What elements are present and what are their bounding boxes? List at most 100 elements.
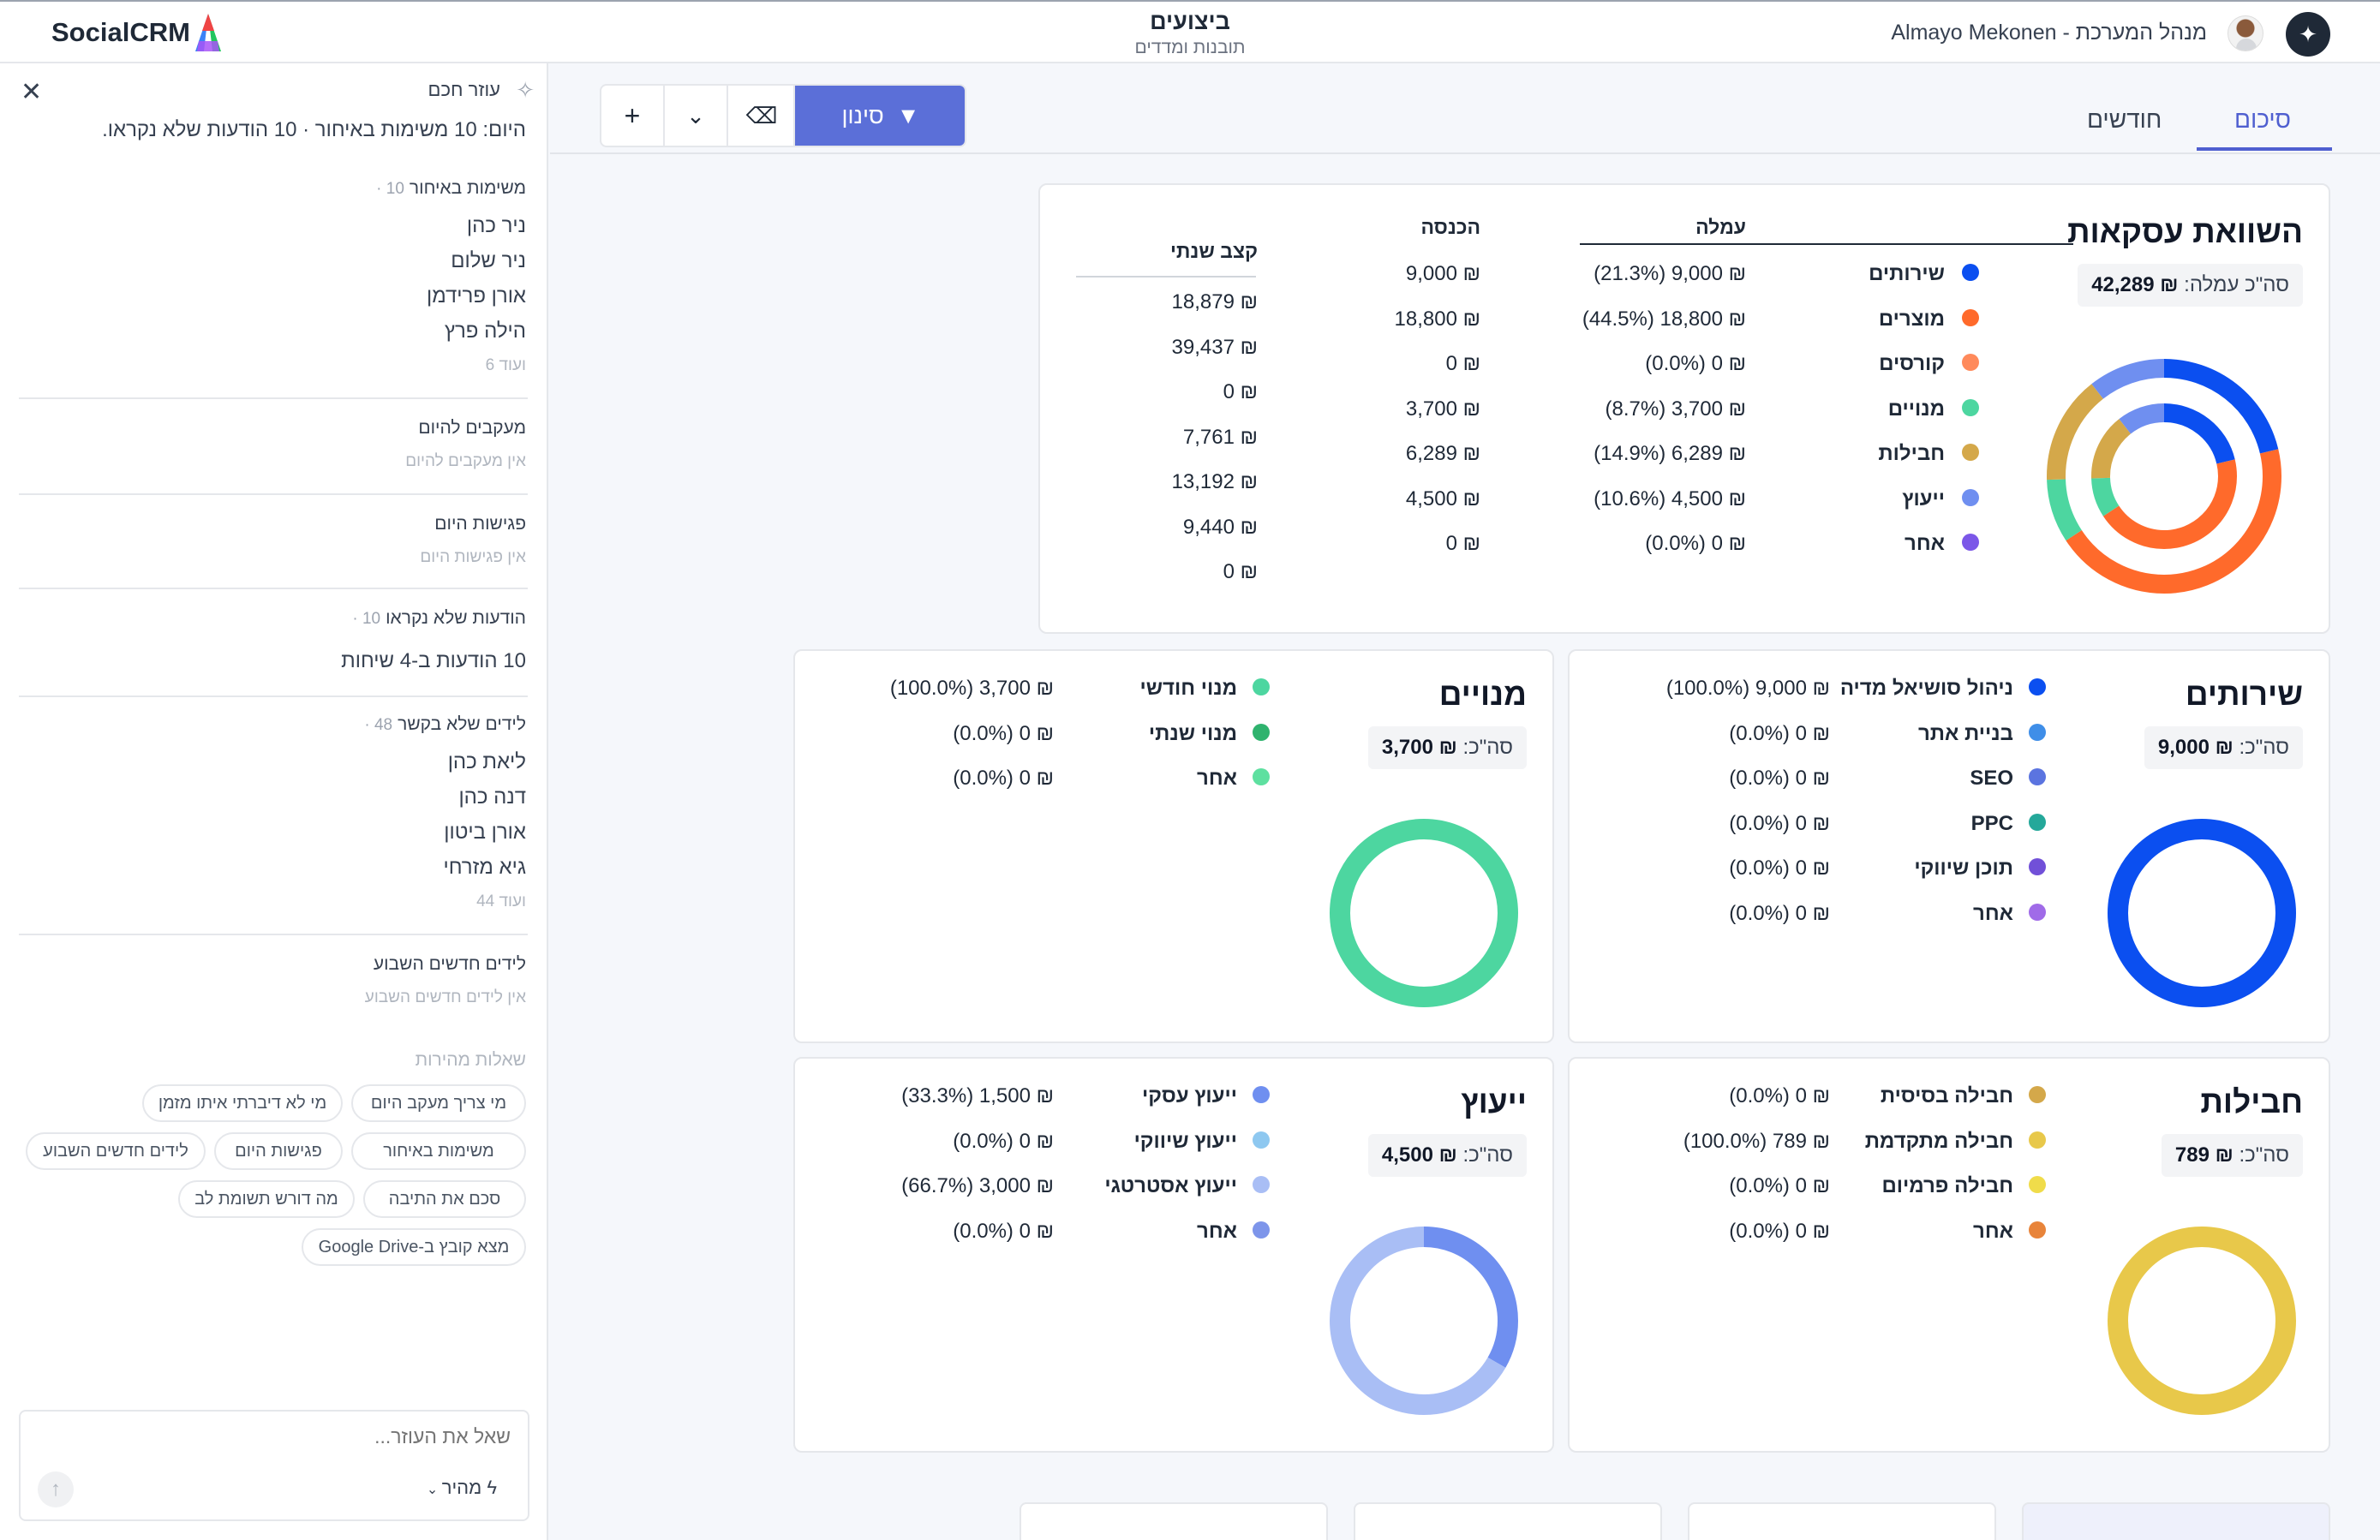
- column-header: עמלה: [1695, 216, 1746, 238]
- divider: [19, 934, 528, 935]
- legend-dot: [2029, 678, 2046, 695]
- category-value: ₪ 3,000 (66.7%): [901, 1174, 1054, 1198]
- quick-question-chip[interactable]: מי צריך מעקב היום: [351, 1084, 526, 1122]
- send-button[interactable]: ↑: [38, 1471, 74, 1507]
- category-label: אחר: [1904, 532, 1945, 555]
- quick-question-chip[interactable]: סכם את התיבה: [363, 1180, 526, 1218]
- tab-summary[interactable]: סיכום: [2234, 106, 2292, 133]
- avatar[interactable]: [2228, 15, 2263, 51]
- category-label: ייעוץ אסטרטגי: [1104, 1174, 1237, 1197]
- mode-selector[interactable]: ϟ מהיר ⌄: [427, 1477, 497, 1499]
- donut-segment: [2108, 1227, 2296, 1415]
- revenue-value: ₪ 4,500: [1405, 486, 1480, 510]
- commission-amount: ₪ 18,800: [1659, 307, 1746, 331]
- header-rule: [1076, 276, 1256, 278]
- unread-count: 10 ·: [352, 610, 381, 628]
- category-percent: (33.3%): [901, 1084, 974, 1107]
- quick-question-chip[interactable]: פגישות היום: [214, 1132, 343, 1170]
- followups-label: מעקבים להיום: [418, 418, 526, 438]
- uncontacted-more[interactable]: ועוד 44: [476, 892, 526, 910]
- late-task-item[interactable]: ניר כהן: [466, 214, 526, 237]
- uncontacted-item[interactable]: גיא מזרחי: [443, 856, 526, 879]
- meetings-label: פגישות היום: [434, 514, 526, 534]
- user-name[interactable]: Almayo Mekonen - מנהל המערכת: [1891, 21, 2207, 45]
- category-value: ₪ 0 (0.0%): [953, 722, 1054, 746]
- meetings-empty: אין פגישות היום: [420, 548, 526, 566]
- uncontacted-item[interactable]: דנה כהן: [458, 785, 526, 809]
- category-percent: (0.0%): [953, 1219, 1014, 1243]
- inner-ring-segment: [2091, 403, 2237, 549]
- commission-amount: ₪ 6,289: [1671, 442, 1746, 465]
- category-label: אחר: [1972, 1219, 2013, 1243]
- legend-dot: [1253, 723, 1270, 741]
- uncontacted-item[interactable]: ליאת כהן: [447, 750, 526, 773]
- total-value: ₪ 789: [2174, 1143, 2233, 1167]
- category-label: שירותים: [1869, 262, 1945, 285]
- total-badge: סה"כ: ₪ 3,700: [1367, 726, 1527, 769]
- filter-button[interactable]: סינון ▼: [795, 86, 965, 146]
- category-label: ייעוץ עסקי: [1142, 1084, 1237, 1107]
- commission-value: ₪ 0 (0.0%): [1645, 532, 1746, 556]
- category-label: מוצרים: [1878, 307, 1945, 331]
- divider: [19, 695, 528, 697]
- late-task-item[interactable]: אורן פרידמן: [426, 284, 526, 307]
- summary-card: [1688, 1502, 1996, 1540]
- commission-value: ₪ 3,700 (8.7%): [1606, 397, 1746, 421]
- late-task-item[interactable]: ניר שלום: [451, 249, 526, 272]
- legend-dot: [1962, 444, 1979, 461]
- late-task-item[interactable]: הילה פרץ: [444, 319, 526, 343]
- tabs-divider: [550, 152, 2380, 154]
- legend-dot: [1253, 1086, 1270, 1103]
- category-percent: (0.0%): [1729, 721, 1790, 745]
- sparkle-icon: ✧: [516, 77, 535, 103]
- uncontacted-header[interactable]: לידים שלא בקשר 48 ·: [364, 714, 526, 735]
- ai-sparkle-icon[interactable]: ✦: [2286, 12, 2330, 57]
- legend-dot: [1253, 768, 1270, 785]
- outer-ring-segment: [2047, 359, 2281, 594]
- commission-percent: (8.7%): [1605, 397, 1666, 421]
- uncontacted-item[interactable]: אורן ביטון: [444, 821, 526, 844]
- new-leads-empty: אין לידים חדשים השבוע: [364, 988, 526, 1006]
- close-icon[interactable]: ✕: [21, 78, 43, 106]
- category-amount: ₪ 0: [1795, 857, 1830, 880]
- category-label: חבילות: [1878, 442, 1945, 465]
- category-value: ₪ 0 (0.0%): [953, 767, 1054, 791]
- late-tasks-more[interactable]: ועוד 6: [485, 356, 526, 374]
- unread-header[interactable]: הודעות שלא נקראו 10 ·: [352, 608, 526, 629]
- card-title: מנויים: [1438, 677, 1527, 712]
- quick-question-chip[interactable]: מצא קובץ ב-Google Drive: [302, 1228, 526, 1266]
- eraser-icon[interactable]: ⌫: [730, 86, 795, 146]
- add-button[interactable]: +: [601, 86, 665, 146]
- quick-question-chip[interactable]: מה דורש תשומת לב: [178, 1180, 355, 1218]
- divider: [19, 588, 528, 589]
- category-label: קורסים: [1879, 352, 1945, 375]
- commission-value: ₪ 9,000 (21.3%): [1594, 262, 1746, 286]
- commission-amount: ₪ 4,500: [1671, 486, 1746, 510]
- quick-question-chip[interactable]: משימות באיחור: [351, 1132, 526, 1170]
- revenue-value: ₪ 18,800: [1394, 307, 1480, 331]
- category-value: ₪ 0 (0.0%): [1729, 1174, 1830, 1198]
- total-value: ₪ 3,700: [1381, 736, 1457, 759]
- unread-text[interactable]: 10 הודעות ב-4 שיחות: [341, 649, 526, 672]
- card-title: חבילות: [2200, 1084, 2303, 1119]
- tab-monthly[interactable]: חודשים: [2087, 106, 2162, 133]
- chat-box: ϟ מהיר ⌄ ↑: [19, 1410, 529, 1521]
- category-amount: ₪ 789: [1772, 1129, 1830, 1153]
- total-label: סה"כ עמלה:: [2184, 273, 2289, 296]
- lightning-icon: ϟ: [481, 1477, 497, 1498]
- commission-percent: (44.5%): [1582, 307, 1654, 331]
- chevron-down-icon[interactable]: ⌄: [665, 86, 728, 146]
- quick-question-chip[interactable]: לידים חדשים השבוע: [26, 1132, 206, 1170]
- quick-question-chip[interactable]: מי לא דיברתי איתו מזמן: [142, 1084, 343, 1122]
- outer-ring-segment: [2047, 359, 2281, 594]
- quick-questions-label: שאלות מהירות: [415, 1050, 526, 1070]
- total-badge: סה"כ עמלה: ₪ 42,289: [2078, 264, 2303, 307]
- divider: [19, 493, 528, 495]
- late-tasks-header[interactable]: משימות באיחור 10 ·: [376, 178, 526, 199]
- packages-donut: [2108, 1227, 2296, 1415]
- category-value: ₪ 0 (0.0%): [1729, 1220, 1830, 1244]
- category-amount: ₪ 0: [1795, 1174, 1830, 1197]
- logo-icon: [195, 14, 221, 51]
- revenue-value: ₪ 6,289: [1405, 442, 1480, 465]
- chat-input[interactable]: [65, 1425, 511, 1448]
